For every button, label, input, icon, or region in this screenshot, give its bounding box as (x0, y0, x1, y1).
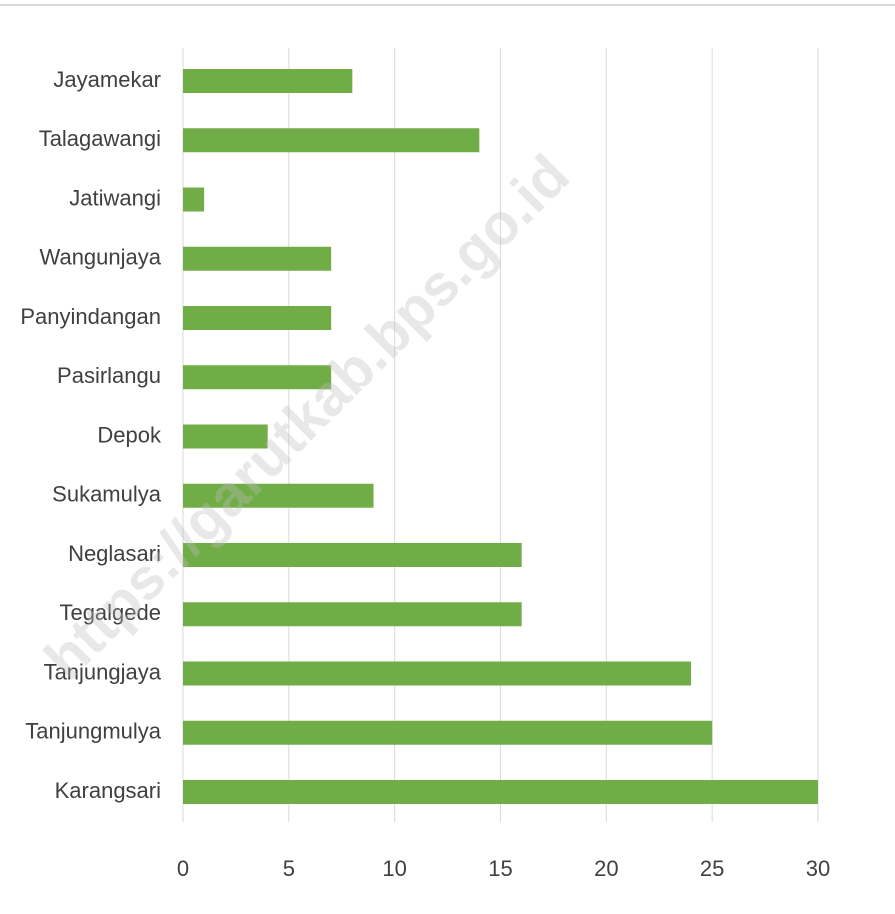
bar (183, 424, 268, 449)
y-tick-label: Tanjungjaya (44, 659, 162, 684)
y-tick-label: Wangunjaya (40, 245, 162, 270)
bar (183, 246, 332, 271)
bar (183, 187, 205, 212)
y-tick-label: Jatiwangi (69, 185, 161, 210)
y-tick-label: Sukamulya (52, 482, 162, 507)
x-tick-label: 15 (488, 856, 512, 881)
top-border (0, 4, 895, 6)
y-tick-label: Karangsari (55, 778, 161, 803)
x-tick-label: 30 (806, 856, 830, 881)
bar (183, 543, 522, 567)
y-tick-label: Panyindangan (20, 304, 161, 329)
x-tick-label: 10 (382, 856, 406, 881)
bar (183, 780, 818, 804)
x-tick-label: 25 (700, 856, 724, 881)
bar (183, 720, 713, 745)
y-tick-label: Tanjungmulya (25, 719, 162, 744)
y-tick-label: Neglasari (68, 541, 161, 566)
bar (183, 306, 332, 330)
x-tick-label: 20 (594, 856, 618, 881)
bar (183, 483, 374, 508)
x-tick-label: 0 (177, 856, 189, 881)
bar (183, 365, 332, 390)
y-tick-label: Jayamekar (53, 67, 161, 92)
y-tick-label: Depok (97, 422, 162, 447)
y-tick-label: Pasirlangu (57, 363, 161, 388)
y-tick-label: Tegalgede (59, 600, 161, 625)
x-tick-label: 5 (283, 856, 295, 881)
bar (183, 661, 691, 686)
bar (183, 602, 522, 627)
bar (183, 69, 353, 93)
bar (183, 128, 480, 153)
y-tick-label: Talagawangi (39, 126, 161, 151)
